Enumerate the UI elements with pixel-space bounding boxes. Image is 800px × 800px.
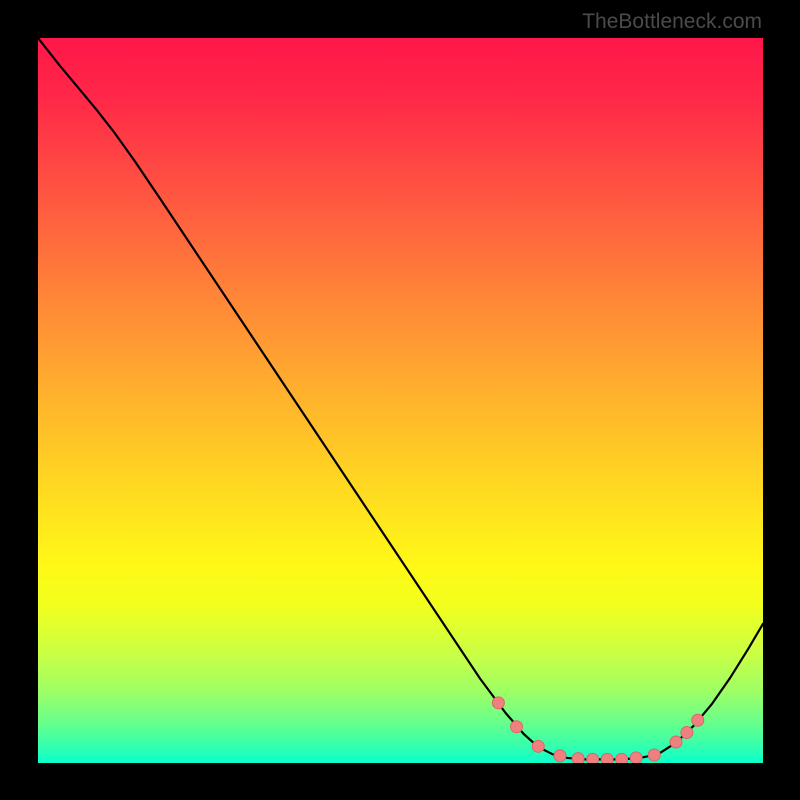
curve-marker	[648, 749, 660, 761]
chart-plot-area	[38, 38, 763, 763]
curve-marker	[601, 753, 613, 763]
curve-marker	[630, 752, 642, 763]
attribution-text: TheBottleneck.com	[582, 10, 762, 34]
gradient-background	[38, 38, 763, 763]
curve-marker	[511, 721, 523, 733]
curve-marker	[681, 727, 693, 739]
curve-marker	[532, 740, 544, 752]
curve-marker	[587, 753, 599, 763]
curve-marker	[692, 714, 704, 726]
curve-marker	[670, 736, 682, 748]
curve-marker	[554, 750, 566, 762]
curve-marker	[616, 753, 628, 763]
curve-marker	[492, 697, 504, 709]
curve-marker	[572, 753, 584, 763]
chart-svg	[38, 38, 763, 763]
